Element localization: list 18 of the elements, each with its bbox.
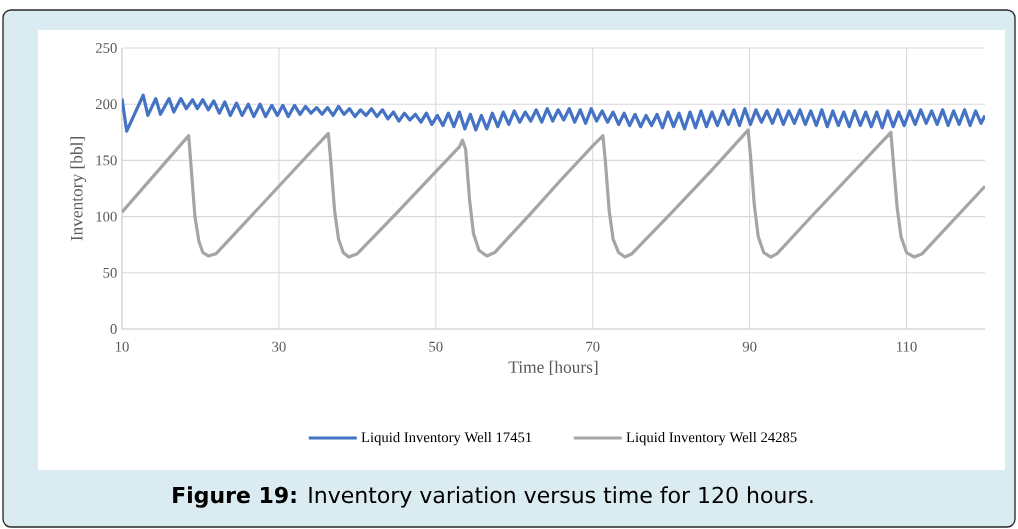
y-tick-label: 200 — [95, 99, 117, 110]
line-series — [122, 93, 985, 133]
y-tick-label: 50 — [103, 267, 117, 278]
text: Figure 19: Inventory variation versus time for 120 hours. — [173, 486, 813, 508]
y-tick-label: 0 — [110, 324, 117, 334]
legend-label: Liquid Inventory Well 17451 — [361, 431, 532, 446]
legend-label: Liquid Inventory Well 24285 — [626, 431, 797, 446]
y-axis-title: Inventory [bbl] — [70, 137, 87, 241]
x-tick-label: 30 — [272, 341, 286, 352]
x-tick-label: 110 — [897, 341, 917, 352]
x-tick-label: 50 — [429, 341, 443, 352]
x-tick-label: 10 — [115, 341, 129, 352]
y-tick-label: 100 — [96, 211, 117, 222]
y-tick-label: 250 — [95, 43, 117, 53]
x-axis-title: Time [hours] — [508, 360, 598, 376]
x-tick-label: 70 — [586, 341, 600, 352]
y-tick-label: 150 — [96, 155, 117, 166]
x-tick-label: 90 — [742, 341, 757, 352]
